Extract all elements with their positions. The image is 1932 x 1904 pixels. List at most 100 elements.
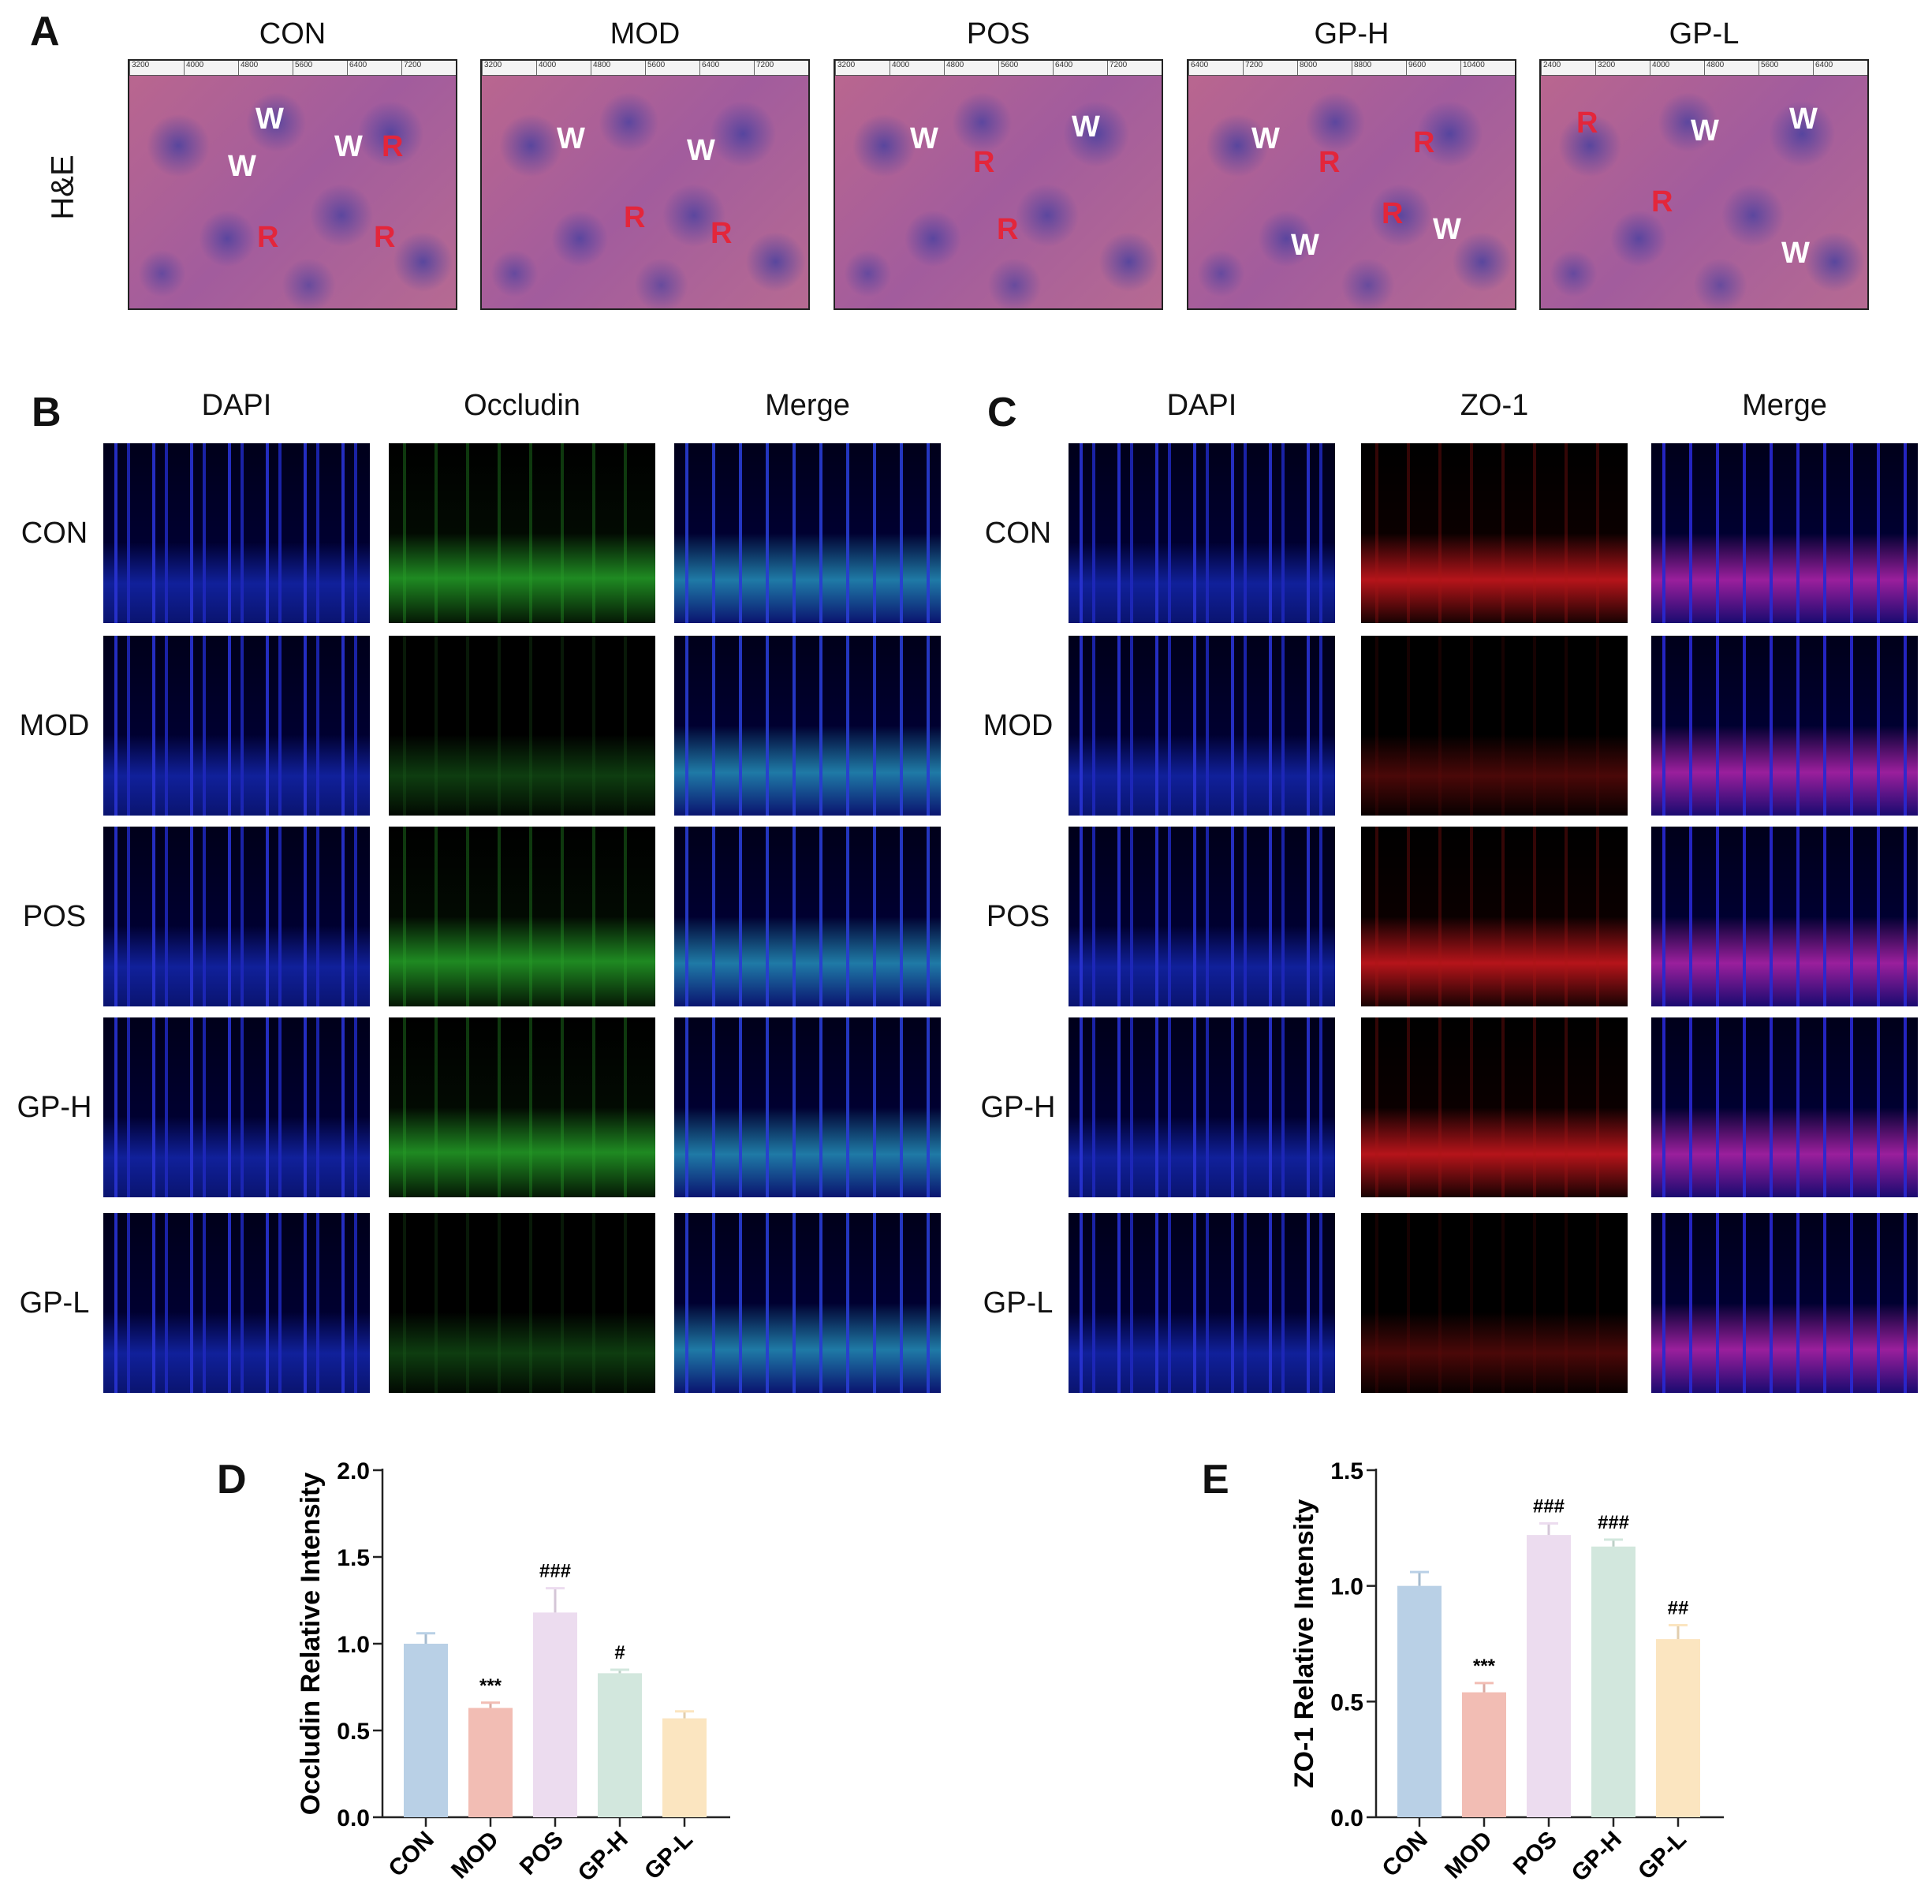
y-tick-label: 1.0 bbox=[337, 1632, 370, 1658]
zo1-merge-image bbox=[1651, 636, 1918, 816]
bar-gp-l bbox=[1656, 1639, 1700, 1817]
red-pulp-marker: R bbox=[382, 130, 404, 163]
spleen-tissue bbox=[1188, 76, 1515, 308]
panel-d-label: D bbox=[217, 1457, 247, 1503]
ruler-tick-label: 7200 bbox=[754, 61, 808, 75]
y-tick-label: 0.5 bbox=[1330, 1689, 1363, 1715]
occludin-column-title: DAPI bbox=[201, 389, 272, 422]
ruler-tick-label: 6400 bbox=[1053, 61, 1107, 75]
occludin-merge-image bbox=[674, 1017, 941, 1197]
zo1-column-title: ZO-1 bbox=[1460, 389, 1529, 422]
y-tick-label: 1.0 bbox=[1330, 1574, 1363, 1600]
bar-pos bbox=[1527, 1535, 1571, 1817]
ruler-tick-label: 4800 bbox=[238, 61, 293, 75]
occludin-column-title: Occludin bbox=[464, 389, 580, 422]
white-pulp-marker: W bbox=[910, 122, 938, 155]
white-pulp-marker: W bbox=[1781, 237, 1810, 270]
ruler-tick-label: 4800 bbox=[1704, 61, 1759, 75]
he-row-label: H&E bbox=[45, 155, 80, 220]
white-pulp-marker: W bbox=[255, 103, 284, 136]
ruler-tick-label: 5600 bbox=[645, 61, 699, 75]
white-pulp-marker: W bbox=[1251, 122, 1280, 155]
ruler-tick-label: 9600 bbox=[1406, 61, 1460, 75]
occludin-stain-image bbox=[389, 827, 655, 1006]
scale-ruler: 3200 4000 4800 5600 6400 7200 bbox=[835, 61, 1162, 76]
zo1-bar-chart: ZO-1 Relative Intensity 0.0 0.5 1.0 1.5 CON **… bbox=[1289, 1458, 1724, 1887]
ruler-tick-label: 3200 bbox=[1595, 61, 1650, 75]
ruler-tick-label: 5600 bbox=[998, 61, 1053, 75]
occludin-stain-image bbox=[389, 1213, 655, 1393]
occludin-merge-image bbox=[674, 443, 941, 623]
x-tick-label: POS bbox=[1509, 1827, 1562, 1880]
x-tick-label: MOD bbox=[1440, 1827, 1497, 1884]
ruler-tick-label: 5600 bbox=[1759, 61, 1813, 75]
ruler-tick-label: 6400 bbox=[1813, 61, 1867, 75]
occludin-merge-image bbox=[674, 827, 941, 1006]
bar-gp-h bbox=[1591, 1546, 1635, 1817]
white-pulp-marker: W bbox=[228, 150, 256, 183]
x-tick-label: CON bbox=[383, 1827, 438, 1882]
ruler-tick-label: 5600 bbox=[293, 61, 347, 75]
occludin-stain-image bbox=[389, 1017, 655, 1197]
scale-ruler: 3200 4000 4800 5600 6400 7200 bbox=[482, 61, 808, 76]
ruler-tick-label: 8000 bbox=[1297, 61, 1352, 75]
occludin-dapi-image bbox=[103, 827, 370, 1006]
zo1-stain-image bbox=[1361, 1213, 1628, 1393]
white-pulp-marker: W bbox=[1691, 114, 1719, 147]
significance-marker: ### bbox=[1598, 1512, 1629, 1533]
white-pulp-marker: W bbox=[1433, 213, 1461, 246]
ruler-tick-label: 4800 bbox=[944, 61, 998, 75]
he-image: 3200 4000 4800 5600 6400 7200 W W W R R R bbox=[128, 59, 457, 310]
red-pulp-marker: R bbox=[1413, 126, 1435, 159]
ruler-tick-label: 7200 bbox=[1107, 61, 1162, 75]
bar-pos bbox=[533, 1612, 577, 1817]
he-group-title: GP-L bbox=[1669, 17, 1740, 50]
red-pulp-marker: R bbox=[1576, 106, 1598, 140]
he-image: 2400 3200 4000 4800 5600 6400 R W W R W bbox=[1539, 59, 1869, 310]
occludin-row-label: MOD bbox=[19, 709, 90, 742]
panel-e-label: E bbox=[1202, 1457, 1229, 1503]
occludin-row-label: GP-H bbox=[17, 1091, 92, 1124]
y-tick-label: 0.5 bbox=[337, 1719, 370, 1745]
red-pulp-marker: R bbox=[973, 146, 995, 179]
ruler-tick-label: 6400 bbox=[1188, 61, 1243, 75]
zo1-dapi-image bbox=[1069, 636, 1335, 816]
x-tick-label: MOD bbox=[446, 1827, 504, 1884]
occludin-dapi-image bbox=[103, 443, 370, 623]
he-group-title: POS bbox=[966, 17, 1031, 50]
bar-con bbox=[1397, 1585, 1442, 1817]
ruler-tick-label: 10400 bbox=[1460, 61, 1515, 75]
zo1-dapi-image bbox=[1069, 1213, 1335, 1393]
significance-marker: # bbox=[614, 1642, 625, 1663]
ruler-tick-label: 3200 bbox=[835, 61, 890, 75]
occludin-merge-image bbox=[674, 1213, 941, 1393]
x-tick-label: GP-L bbox=[1633, 1827, 1691, 1885]
spleen-tissue bbox=[1541, 76, 1867, 308]
ruler-tick-label: 4000 bbox=[536, 61, 591, 75]
occludin-dapi-image bbox=[103, 636, 370, 816]
y-axis-label: Occludin Relative Intensity bbox=[296, 1473, 326, 1816]
x-tick-label: POS bbox=[515, 1827, 569, 1880]
zo1-row-label: MOD bbox=[983, 709, 1054, 742]
occludin-row-label: CON bbox=[21, 517, 88, 550]
zo1-row-label: CON bbox=[984, 517, 1052, 550]
red-pulp-marker: R bbox=[257, 221, 279, 254]
x-tick-label: GP-H bbox=[573, 1827, 633, 1887]
white-pulp-marker: W bbox=[687, 134, 715, 167]
white-pulp-marker: W bbox=[1072, 110, 1100, 144]
ruler-tick-label: 4800 bbox=[591, 61, 645, 75]
panel-b-label: B bbox=[32, 390, 62, 435]
red-pulp-marker: R bbox=[374, 221, 396, 254]
red-pulp-marker: R bbox=[1318, 146, 1341, 179]
significance-marker: *** bbox=[1473, 1656, 1496, 1677]
zo1-merge-image bbox=[1651, 443, 1918, 623]
ruler-tick-label: 4000 bbox=[184, 61, 238, 75]
bar-mod bbox=[468, 1708, 513, 1817]
significance-marker: ### bbox=[1533, 1495, 1565, 1517]
occludin-dapi-image bbox=[103, 1213, 370, 1393]
bar-con bbox=[404, 1644, 448, 1817]
ruler-tick-label: 4000 bbox=[1650, 61, 1704, 75]
red-pulp-marker: R bbox=[711, 217, 733, 250]
zo1-dapi-image bbox=[1069, 443, 1335, 623]
he-group-title: MOD bbox=[610, 17, 681, 50]
